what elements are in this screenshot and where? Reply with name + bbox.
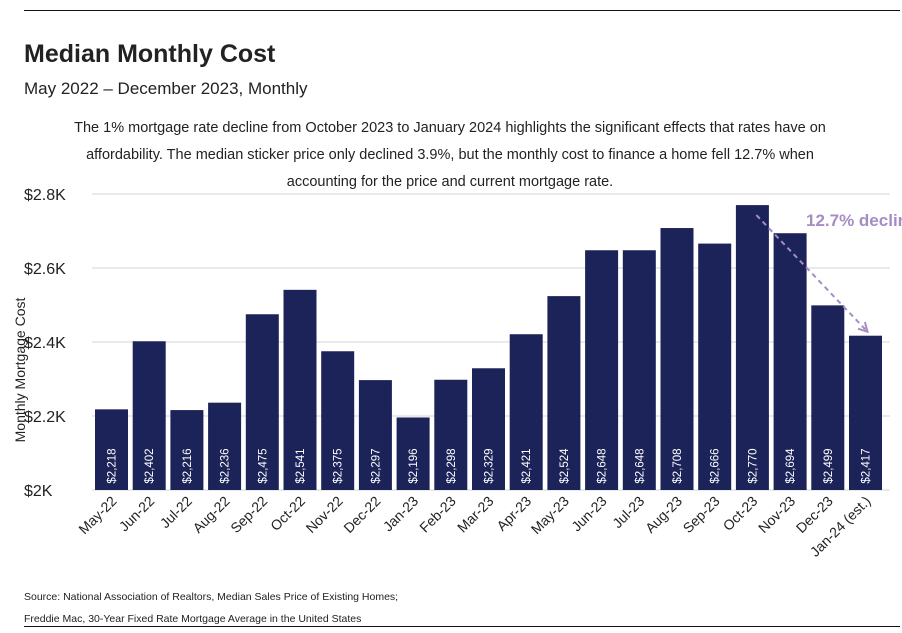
bar-value-label: $2,770 [747, 448, 759, 483]
y-tick-label: $2.8K [24, 187, 66, 204]
bar-value-label: $2,694 [785, 448, 797, 484]
chart-annotation: The 1% mortgage rate decline from Octobe… [74, 120, 826, 190]
chart-title: Median Monthly Cost [24, 40, 276, 68]
bar-value-label: $2,236 [220, 448, 232, 483]
bar [622, 250, 656, 490]
x-tick-label: Mar-23 [454, 493, 497, 536]
y-tick-label: $2.2K [24, 409, 66, 426]
bar-value-label: $2,708 [672, 448, 684, 483]
x-tick-label: Oct-22 [267, 493, 308, 534]
bar [208, 402, 242, 490]
y-axis-ticks: $2K $2.2K $2.4K $2.6K $2.8K [24, 187, 66, 500]
x-tick-label: Jun-23 [568, 493, 610, 535]
y-tick-label: $2K [24, 483, 53, 500]
bar-value-labels: $2,218 $2,402 $2,216 $2,236 $2,475 $2,541 $2,3… [107, 448, 873, 484]
bar-value-label: $2,196 [408, 448, 420, 483]
x-tick-label: May-23 [528, 493, 572, 537]
bar-value-label: $2,648 [597, 448, 609, 483]
bar [358, 380, 392, 490]
chart-subtitle: May 2022 – December 2023, Monthly [24, 79, 308, 98]
bar [283, 289, 317, 490]
bar-value-label: $2,666 [710, 448, 722, 483]
x-tick-label: Jun-22 [116, 493, 158, 535]
bar-value-label: $2,297 [370, 448, 382, 483]
bar [660, 228, 694, 491]
bar-value-label: $2,541 [295, 448, 307, 483]
bar [434, 379, 468, 490]
x-tick-label: Nov-23 [755, 493, 798, 536]
x-tick-label: Aug-23 [642, 493, 685, 536]
bar [245, 314, 279, 490]
bar [585, 250, 619, 490]
bar-value-label: $2,475 [257, 448, 269, 483]
bar [396, 417, 430, 490]
bar-value-label: $2,421 [521, 448, 533, 483]
x-tick-label: Sep-23 [680, 493, 723, 536]
x-tick-label: Dec-22 [340, 493, 383, 536]
x-tick-label: Aug-22 [189, 493, 232, 536]
bar [321, 351, 355, 490]
bar-value-label: $2,402 [144, 448, 156, 483]
bar [95, 409, 128, 490]
decline-callout: 12.7% declin [755, 211, 902, 334]
source-note: Source: National Association of Realtors… [24, 586, 398, 630]
bar [509, 334, 543, 490]
bar [735, 205, 769, 490]
source-line-2: Freddie Mac, 30-Year Fixed Rate Mortgage… [24, 613, 362, 625]
bar [132, 341, 166, 490]
y-tick-label: $2.6K [24, 261, 66, 278]
bar-value-label: $2,298 [446, 448, 458, 483]
bar-value-label: $2,329 [484, 448, 496, 483]
x-tick-label: Oct-23 [719, 493, 760, 534]
bar [773, 233, 807, 490]
source-line-1: Source: National Association of Realtors… [24, 591, 399, 603]
bars [95, 205, 882, 491]
bar [698, 243, 732, 490]
x-tick-label: May-22 [75, 493, 119, 537]
bar-value-label: $2,417 [861, 448, 873, 483]
bar [849, 335, 882, 490]
bottom-rule [24, 626, 900, 627]
y-axis-label: Monthly Mortgage Cost [12, 298, 28, 443]
bar-value-label: $2,218 [107, 448, 119, 483]
bar-value-label: $2,648 [634, 448, 646, 483]
bar [811, 305, 845, 490]
y-tick-label: $2.4K [24, 335, 66, 352]
bar [170, 410, 204, 490]
bar [472, 368, 505, 490]
bar-value-label: $2,499 [823, 448, 835, 483]
decline-callout-text: 12.7% declin [806, 211, 902, 230]
x-tick-label: Sep-22 [227, 493, 270, 536]
bar-value-label: $2,524 [559, 448, 571, 484]
bar-value-label: $2,375 [333, 448, 345, 483]
x-tick-label: Nov-22 [303, 493, 346, 536]
bar-value-label: $2,216 [182, 448, 194, 483]
bar [547, 296, 581, 490]
top-rule [24, 10, 900, 11]
x-tick-label: Jan-23 [380, 493, 422, 535]
x-tick-label: Feb-23 [416, 493, 459, 536]
arrow-head-icon [857, 321, 869, 334]
